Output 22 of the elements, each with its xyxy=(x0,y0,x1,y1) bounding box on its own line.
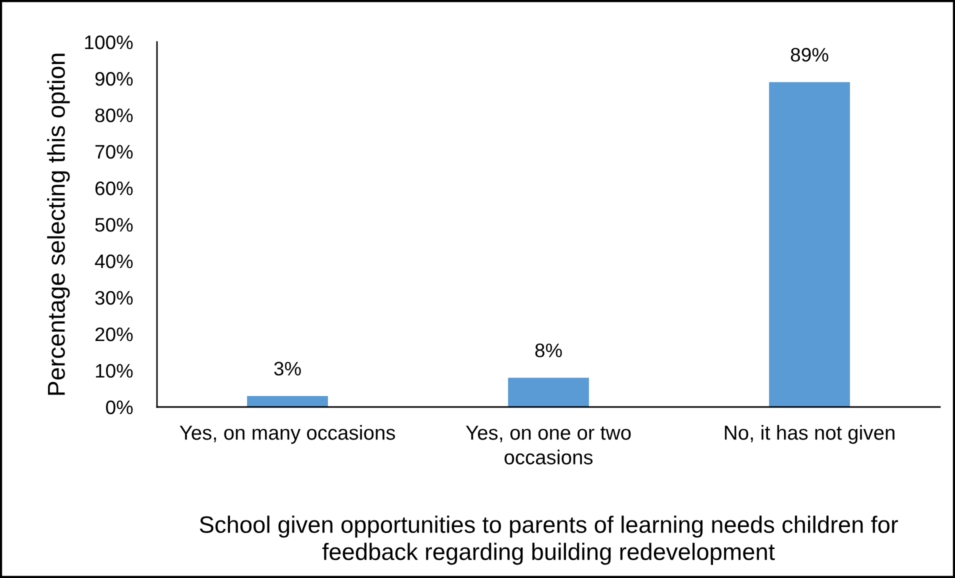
y-tick-label: 0% xyxy=(106,400,133,414)
y-tick-label: 50% xyxy=(95,218,133,232)
data-label: 89% xyxy=(790,48,828,62)
y-tick-label: 100% xyxy=(85,35,133,50)
x-axis-title: School given opportunities to parents of learning needs children for feedback regarding building redevelopment xyxy=(200,516,898,565)
bar xyxy=(508,378,589,407)
x-tick-label: Yes, on many occasions xyxy=(180,425,395,444)
data-label: 3% xyxy=(274,362,301,376)
data-label: 8% xyxy=(535,344,562,358)
y-tick-label: 70% xyxy=(95,144,133,159)
x-tick-label: No, it has not given xyxy=(724,425,894,444)
bar xyxy=(247,396,328,407)
y-tick-label: 80% xyxy=(95,108,133,122)
y-tick-label: 60% xyxy=(95,181,133,196)
y-tick-label: 40% xyxy=(94,254,133,268)
bar xyxy=(769,82,850,407)
y-tick-label: 10% xyxy=(96,364,133,378)
y-axis-title: Percentage selecting this option xyxy=(47,54,70,395)
y-tick-label: 90% xyxy=(95,72,133,86)
x-tick-label: Yes, on one or two occasions xyxy=(466,426,631,464)
y-tick-label: 30% xyxy=(95,290,133,305)
y-tick-label: 20% xyxy=(95,327,133,342)
